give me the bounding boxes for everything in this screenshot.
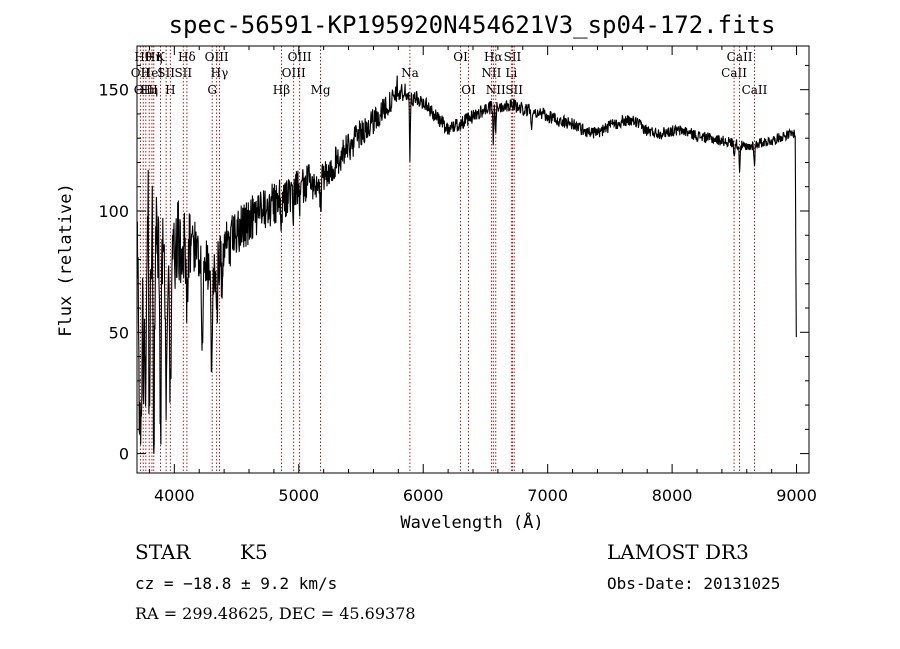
line-marker-label: Hα bbox=[484, 50, 503, 64]
line-marker-label: OIII bbox=[288, 50, 312, 64]
line-marker-label: K bbox=[156, 50, 166, 64]
line-marker-label: Hγ bbox=[211, 66, 229, 80]
line-marker-label: SII bbox=[504, 50, 522, 64]
line-marker-label: Li bbox=[505, 66, 517, 80]
observation-date: Obs-Date: 20131025 bbox=[607, 574, 780, 593]
line-marker-label: OIII bbox=[205, 50, 229, 64]
spectrum-line bbox=[136, 75, 797, 454]
y-axis-label: Flux (relative) bbox=[56, 183, 76, 337]
x-axis-ticks: 4000 5000 6000 7000 8000 9000 bbox=[148, 46, 817, 505]
x-tick-label: 6000 bbox=[403, 486, 444, 505]
line-marker-label: SII bbox=[157, 66, 175, 80]
object-subclass: K5 bbox=[240, 540, 268, 564]
y-axis-ticks: 0 50 100 150 bbox=[98, 64, 809, 464]
line-marker-label: SII bbox=[174, 66, 192, 80]
line-marker-label: OI bbox=[453, 50, 468, 64]
chart-title: spec-56591-KP195920N454621V3_sp04-172.fi… bbox=[169, 11, 776, 39]
line-marker-label: NII bbox=[486, 83, 506, 97]
x-tick-label: 7000 bbox=[527, 486, 568, 505]
survey-name: LAMOST DR3 bbox=[607, 540, 749, 564]
plot-area: OIIHθOIIIHηHeIHηKSIIHHδSIIGOIIIHγHβOIIIO… bbox=[131, 45, 810, 474]
line-marker-label: Mg bbox=[311, 83, 331, 97]
line-marker-label: HeI bbox=[141, 66, 164, 80]
line-markers: OIIHθOIIIHηHeIHηKSIIHHδSIIGOIIIHγHβOIIIO… bbox=[131, 46, 768, 473]
line-marker-label: NII bbox=[481, 66, 501, 80]
line-marker-label: Hθ bbox=[134, 50, 152, 64]
y-tick-label: 100 bbox=[98, 202, 129, 221]
line-marker-label: Hη bbox=[140, 83, 158, 97]
line-marker-label: Hδ bbox=[178, 50, 196, 64]
line-marker-label: Hη bbox=[145, 50, 163, 64]
y-tick-label: 150 bbox=[98, 81, 129, 100]
line-marker-label: OIII bbox=[282, 66, 306, 80]
line-marker-label: CaII bbox=[721, 66, 747, 80]
x-axis-label: Wavelength (Å) bbox=[400, 511, 543, 533]
line-marker-label: OII bbox=[131, 66, 151, 80]
x-tick-label: 9000 bbox=[776, 486, 817, 505]
object-class: STAR bbox=[135, 540, 191, 564]
y-tick-label: 0 bbox=[119, 445, 129, 464]
line-marker-label: Na bbox=[401, 66, 419, 80]
line-marker-label: CaII bbox=[742, 83, 768, 97]
line-marker-label: Hβ bbox=[273, 83, 290, 97]
line-marker-label: OI bbox=[461, 83, 476, 97]
x-tick-label: 4000 bbox=[154, 486, 195, 505]
redshift-cz: cz = −18.8 ± 9.2 km/s bbox=[135, 574, 337, 593]
sky-coordinates: RA = 299.48625, DEC = 45.69378 bbox=[135, 604, 416, 623]
x-tick-label: 8000 bbox=[652, 486, 693, 505]
line-marker-label: H bbox=[165, 83, 175, 97]
line-marker-label: SII bbox=[505, 83, 523, 97]
y-tick-label: 50 bbox=[109, 323, 129, 342]
line-marker-label: G bbox=[207, 83, 217, 97]
line-marker-label: CaII bbox=[727, 50, 753, 64]
x-tick-label: 5000 bbox=[278, 486, 319, 505]
